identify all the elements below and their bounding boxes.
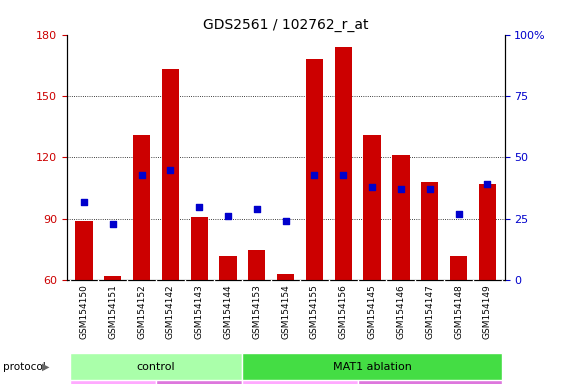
Point bbox=[252, 206, 262, 212]
Bar bbox=[75, 221, 93, 280]
Bar bbox=[277, 274, 294, 280]
Text: GSM154155: GSM154155 bbox=[310, 284, 319, 339]
Text: GSM154150: GSM154150 bbox=[79, 284, 89, 339]
Bar bbox=[358, 380, 502, 384]
Bar bbox=[191, 217, 208, 280]
Bar bbox=[104, 276, 121, 280]
Bar bbox=[242, 380, 358, 384]
Text: GSM154148: GSM154148 bbox=[454, 284, 463, 339]
Bar bbox=[335, 47, 352, 280]
Point bbox=[339, 172, 348, 178]
Point bbox=[194, 204, 204, 210]
Text: GSM154153: GSM154153 bbox=[252, 284, 262, 339]
Bar bbox=[70, 380, 156, 384]
Bar bbox=[421, 182, 438, 280]
Point bbox=[281, 218, 291, 224]
Text: GSM154147: GSM154147 bbox=[425, 284, 434, 339]
Bar bbox=[450, 256, 467, 280]
Bar bbox=[242, 353, 502, 380]
Text: GSM154145: GSM154145 bbox=[368, 284, 376, 339]
Bar bbox=[133, 135, 150, 280]
Bar bbox=[219, 256, 237, 280]
Bar bbox=[162, 70, 179, 280]
Bar bbox=[306, 59, 323, 280]
Point bbox=[425, 186, 434, 192]
Point bbox=[137, 172, 146, 178]
Point bbox=[79, 199, 89, 205]
Point bbox=[108, 221, 117, 227]
Point bbox=[483, 181, 492, 187]
Text: GSM154143: GSM154143 bbox=[195, 284, 204, 339]
Point bbox=[454, 211, 463, 217]
Bar bbox=[156, 380, 242, 384]
Text: GSM154151: GSM154151 bbox=[108, 284, 117, 339]
Text: protocol: protocol bbox=[3, 362, 46, 372]
Title: GDS2561 / 102762_r_at: GDS2561 / 102762_r_at bbox=[203, 18, 368, 32]
Text: GSM154144: GSM154144 bbox=[223, 284, 233, 339]
Text: GSM154156: GSM154156 bbox=[339, 284, 348, 339]
Text: GSM154142: GSM154142 bbox=[166, 284, 175, 339]
Text: GSM154146: GSM154146 bbox=[396, 284, 405, 339]
Text: GSM154149: GSM154149 bbox=[483, 284, 492, 339]
Text: ▶: ▶ bbox=[42, 362, 49, 372]
Text: MAT1 ablation: MAT1 ablation bbox=[333, 362, 412, 372]
Text: GSM154154: GSM154154 bbox=[281, 284, 290, 339]
Bar bbox=[248, 250, 266, 280]
Bar bbox=[70, 353, 242, 380]
Bar bbox=[364, 135, 380, 280]
Point bbox=[223, 214, 233, 220]
Point bbox=[310, 172, 319, 178]
Text: control: control bbox=[137, 362, 175, 372]
Point bbox=[396, 186, 405, 192]
Point bbox=[368, 184, 377, 190]
Text: GSM154152: GSM154152 bbox=[137, 284, 146, 339]
Bar bbox=[392, 156, 409, 280]
Point bbox=[166, 167, 175, 173]
Bar bbox=[478, 184, 496, 280]
